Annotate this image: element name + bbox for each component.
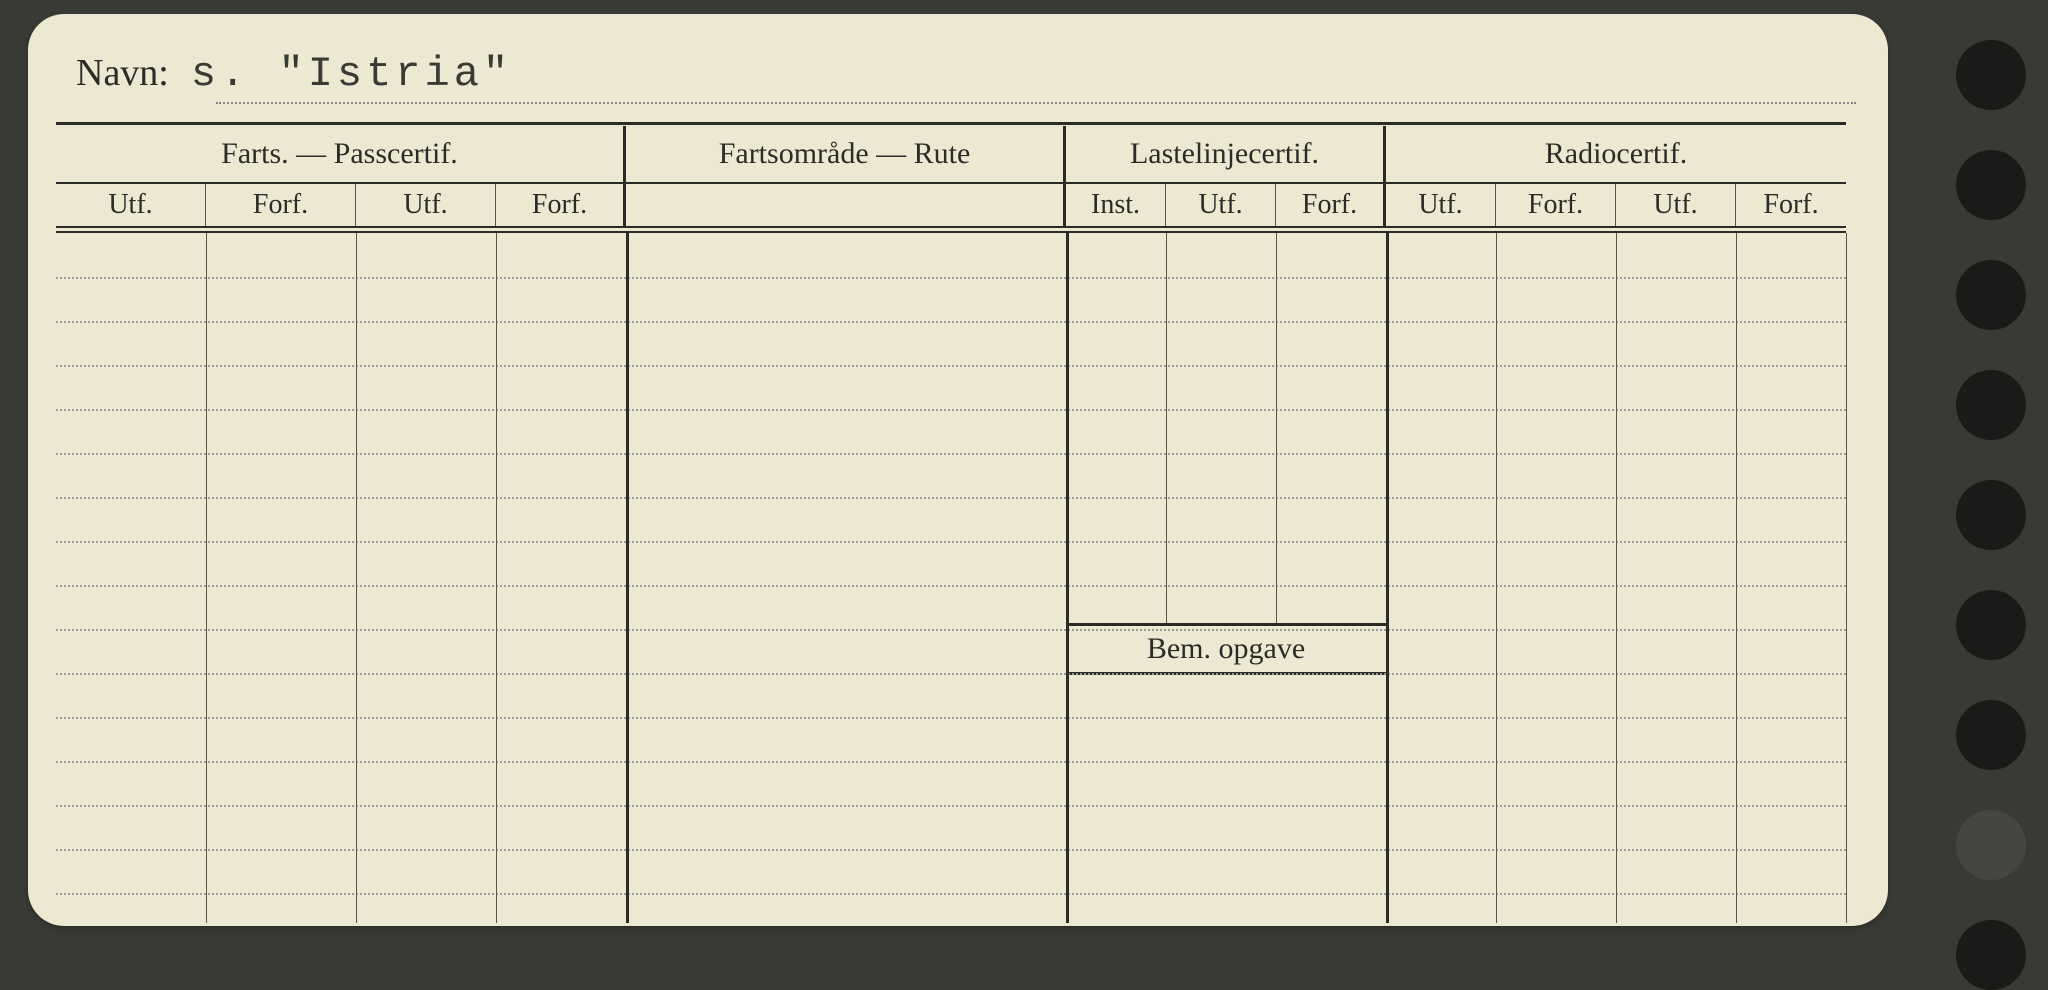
grid-col-line [356,233,357,923]
sub-utf-1: Utf. [56,184,206,226]
grid-area: Bem. opgave [56,233,1846,923]
binder-hole [1956,700,2026,770]
grid-row [56,761,1846,763]
section-rute: Fartsområde — Rute [626,126,1066,182]
binder-hole [1956,810,2026,880]
sub-utf-2: Utf. [356,184,496,226]
sub-inst: Inst. [1066,184,1166,226]
binder-hole [1956,480,2026,550]
binder-hole [1956,40,2026,110]
section-laste: Lastelinjecertif. [1066,126,1386,182]
sub-utf-4: Utf. [1386,184,1496,226]
navn-label: Navn: [76,52,169,94]
grid-row [56,585,1846,587]
sub-headers: Utf. Forf. Utf. Forf. Inst. Utf. Forf. U… [56,184,1846,226]
sub-forf-1: Forf. [206,184,356,226]
binder-hole [1956,150,2026,220]
grid-row [56,321,1846,323]
navn-row: Navn: s. "Istria" [76,50,1846,98]
grid-row [56,409,1846,411]
section-farts: Farts. — Passcertif. [56,126,626,182]
grid-col-line [1386,233,1389,923]
grid-col-line [1846,233,1847,923]
grid-col-line [206,233,207,923]
grid-row [56,497,1846,499]
grid-col-line [1616,233,1617,923]
grid-row [56,365,1846,367]
grid-col-line [626,233,629,923]
rule-top [56,122,1846,125]
grid-col-line [1166,233,1167,623]
grid-col-line [1736,233,1737,923]
navn-value: s. "Istria" [191,50,512,98]
index-card: Navn: s. "Istria" Farts. — Passcertif. F… [28,14,1888,926]
grid-row [56,673,1846,675]
grid-row [56,717,1846,719]
grid-row [56,453,1846,455]
navn-underline [216,102,1856,104]
grid-col-line [1496,233,1497,923]
sub-utf-5: Utf. [1616,184,1736,226]
binder-hole [1956,370,2026,440]
grid-row [56,849,1846,851]
sub-utf-3: Utf. [1166,184,1276,226]
section-radio: Radiocertif. [1386,126,1846,182]
sub-forf-3: Forf. [1276,184,1386,226]
grid-col-line [1066,233,1069,923]
rule-double [56,226,1846,233]
grid-row [56,629,1846,631]
grid-row [56,541,1846,543]
sub-rute-blank [626,184,1066,226]
binder-hole [1956,920,2026,990]
grid-row [56,277,1846,279]
section-headers: Farts. — Passcertif. Fartsområde — Rute … [56,126,1846,182]
binder-hole [1956,590,2026,660]
grid-row [56,805,1846,807]
grid-col-line [496,233,497,923]
sub-forf-4: Forf. [1496,184,1616,226]
binder-hole [1956,260,2026,330]
sub-forf-2: Forf. [496,184,626,226]
sub-forf-5: Forf. [1736,184,1846,226]
binder-holes [1936,40,2026,990]
grid-row [56,893,1846,895]
grid-col-line [1276,233,1277,623]
